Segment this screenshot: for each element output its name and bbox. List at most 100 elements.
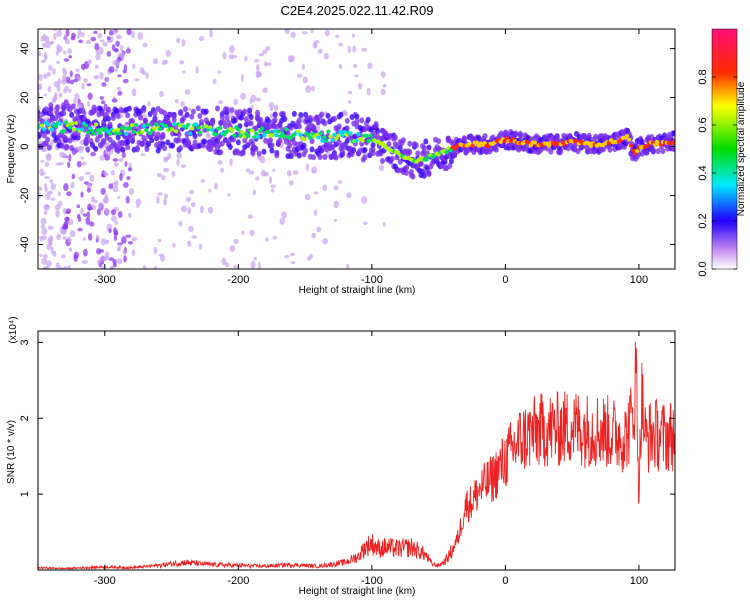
spectrogram-band-mark bbox=[272, 117, 278, 124]
spectrogram-ridge-mark bbox=[326, 129, 331, 134]
spectrogram-scatter-mark bbox=[189, 189, 195, 195]
spectrogram-ridge-mark bbox=[354, 138, 359, 143]
spectrogram-scatter-mark bbox=[62, 67, 66, 73]
spectrogram-scatter-mark bbox=[47, 85, 52, 93]
spectrogram-scatter-mark bbox=[176, 37, 181, 44]
spectrogram-scatter-mark bbox=[74, 146, 80, 150]
spectrogram-scatter-mark bbox=[39, 168, 44, 177]
y-tick-label: 40 bbox=[19, 42, 31, 54]
spectrogram-scatter-mark bbox=[137, 32, 143, 40]
spectrogram-band-mark bbox=[250, 149, 256, 156]
spectrogram-scatter-mark bbox=[354, 74, 359, 78]
spectrogram-ridge-mark bbox=[190, 126, 195, 131]
spectrogram-band-mark bbox=[397, 144, 403, 151]
spectrogram-scatter-mark bbox=[338, 42, 344, 47]
spectrogram-scatter-mark bbox=[157, 192, 163, 196]
spectrogram-scatter-mark bbox=[78, 145, 85, 151]
spectrogram-ridge-mark bbox=[83, 123, 89, 128]
spectrogram-ridge-mark bbox=[252, 135, 257, 140]
spectrogram-scatter-mark bbox=[142, 264, 147, 269]
spectrogram-band-mark bbox=[114, 108, 120, 115]
spectrogram-band-mark bbox=[38, 132, 43, 139]
spectrogram-scatter-mark bbox=[116, 86, 122, 91]
spectrogram-scatter-mark bbox=[46, 71, 51, 77]
spectrogram-band-mark bbox=[655, 148, 661, 155]
spectrogram-band-mark bbox=[197, 112, 203, 119]
spectrogram-band-mark bbox=[146, 140, 152, 147]
spectrogram-band-mark bbox=[404, 169, 410, 176]
spectrogram-ridge-mark bbox=[644, 143, 650, 148]
spectrogram-scatter-mark bbox=[99, 155, 106, 161]
spectrogram-band-mark bbox=[203, 108, 209, 115]
spectrogram-band-mark bbox=[296, 152, 302, 159]
spectrogram-ridge-mark bbox=[115, 127, 121, 132]
spectrogram-band-mark bbox=[130, 118, 136, 125]
spectrogram-band-mark bbox=[261, 148, 267, 155]
spectrogram-scatter-mark bbox=[358, 82, 363, 90]
spectrogram-scatter-mark bbox=[61, 153, 67, 159]
spectrogram-ridge-mark bbox=[246, 134, 251, 139]
spectrogram-scatter-mark bbox=[131, 249, 136, 257]
spectrogram-scatter-mark bbox=[43, 52, 47, 60]
spectrogram-scatter-mark bbox=[252, 189, 257, 196]
spectrogram-scatter-mark bbox=[147, 100, 151, 107]
spectrogram-band-mark bbox=[322, 153, 328, 160]
spectrogram-scatter-mark bbox=[180, 101, 185, 107]
spectrogram-scatter-mark bbox=[41, 228, 48, 236]
spectrogram-scatter-mark bbox=[113, 227, 117, 235]
spectrogram-scatter-mark bbox=[139, 67, 145, 74]
spectrogram-scatter-mark bbox=[229, 245, 236, 252]
spectrogram-band-mark bbox=[141, 107, 147, 114]
spectrogram-scatter-mark bbox=[110, 169, 115, 176]
spectrogram-scatter-mark bbox=[217, 70, 222, 74]
spectrogram-scatter-mark bbox=[163, 156, 169, 163]
spectrogram-scatter-mark bbox=[347, 100, 352, 104]
spectrogram-scatter-mark bbox=[304, 193, 311, 201]
spectrogram-scatter-mark bbox=[233, 98, 238, 106]
spectrogram-scatter-mark bbox=[117, 90, 123, 96]
spectrogram-band-mark bbox=[344, 117, 350, 124]
y-tick-label: 0 bbox=[19, 143, 31, 149]
spectrogram-scatter-mark bbox=[112, 59, 118, 66]
spectrogram-ridge-mark bbox=[131, 129, 137, 134]
spectrogram-scatter-mark bbox=[199, 205, 204, 214]
spectrogram-scatter-mark bbox=[43, 182, 48, 189]
spectrogram-scatter-mark bbox=[163, 198, 168, 206]
spectrogram-band-mark bbox=[219, 140, 225, 147]
spectrogram-band-mark bbox=[115, 112, 121, 119]
x-tick-label: -200 bbox=[227, 575, 249, 587]
spectrogram-scatter-mark bbox=[313, 209, 318, 216]
spectrogram-scatter-mark bbox=[256, 64, 260, 72]
spectrogram-ridge-mark bbox=[73, 121, 79, 126]
spectrogram-frame bbox=[37, 28, 676, 270]
spectrogram-band-mark bbox=[214, 105, 220, 112]
spectrogram-band-mark bbox=[274, 152, 280, 159]
spectrogram-scatter-mark bbox=[40, 224, 46, 230]
spectrogram-band-mark bbox=[650, 147, 656, 154]
spectrogram-scatter-mark bbox=[105, 151, 110, 155]
spectrogram-scatter-mark bbox=[104, 251, 110, 259]
spectrogram-scatter-mark bbox=[87, 92, 93, 100]
spectrogram-ridge-mark bbox=[186, 122, 191, 127]
spectrogram-scatter-mark bbox=[115, 40, 120, 47]
spectrogram-band-mark bbox=[93, 145, 99, 152]
spectrogram-band-mark bbox=[482, 133, 488, 140]
spectrogram-scatter-mark bbox=[73, 78, 78, 83]
spectrogram-scatter-mark bbox=[106, 50, 111, 57]
spectrogram-band-mark bbox=[125, 112, 131, 119]
spectrogram-scatter-mark bbox=[76, 160, 82, 168]
spectrogram-band-mark bbox=[218, 149, 224, 156]
spectrogram-band-mark bbox=[232, 117, 238, 124]
spectrogram-ridge-mark bbox=[198, 130, 203, 135]
spectrogram-scatter-mark bbox=[182, 70, 186, 74]
spectrogram-band-mark bbox=[380, 157, 386, 164]
spectrogram-scatter-mark bbox=[313, 191, 319, 195]
spectrogram-scatter-mark bbox=[255, 176, 260, 181]
spectrogram-scatter-mark bbox=[49, 235, 54, 241]
spectrogram-scatter-mark bbox=[70, 36, 76, 41]
spectrogram-ridge-mark bbox=[424, 157, 429, 162]
spectrogram-ridge-mark bbox=[474, 140, 479, 145]
spectrogram-scatter-mark bbox=[287, 55, 294, 63]
spectrogram-ridge-mark bbox=[284, 127, 289, 132]
